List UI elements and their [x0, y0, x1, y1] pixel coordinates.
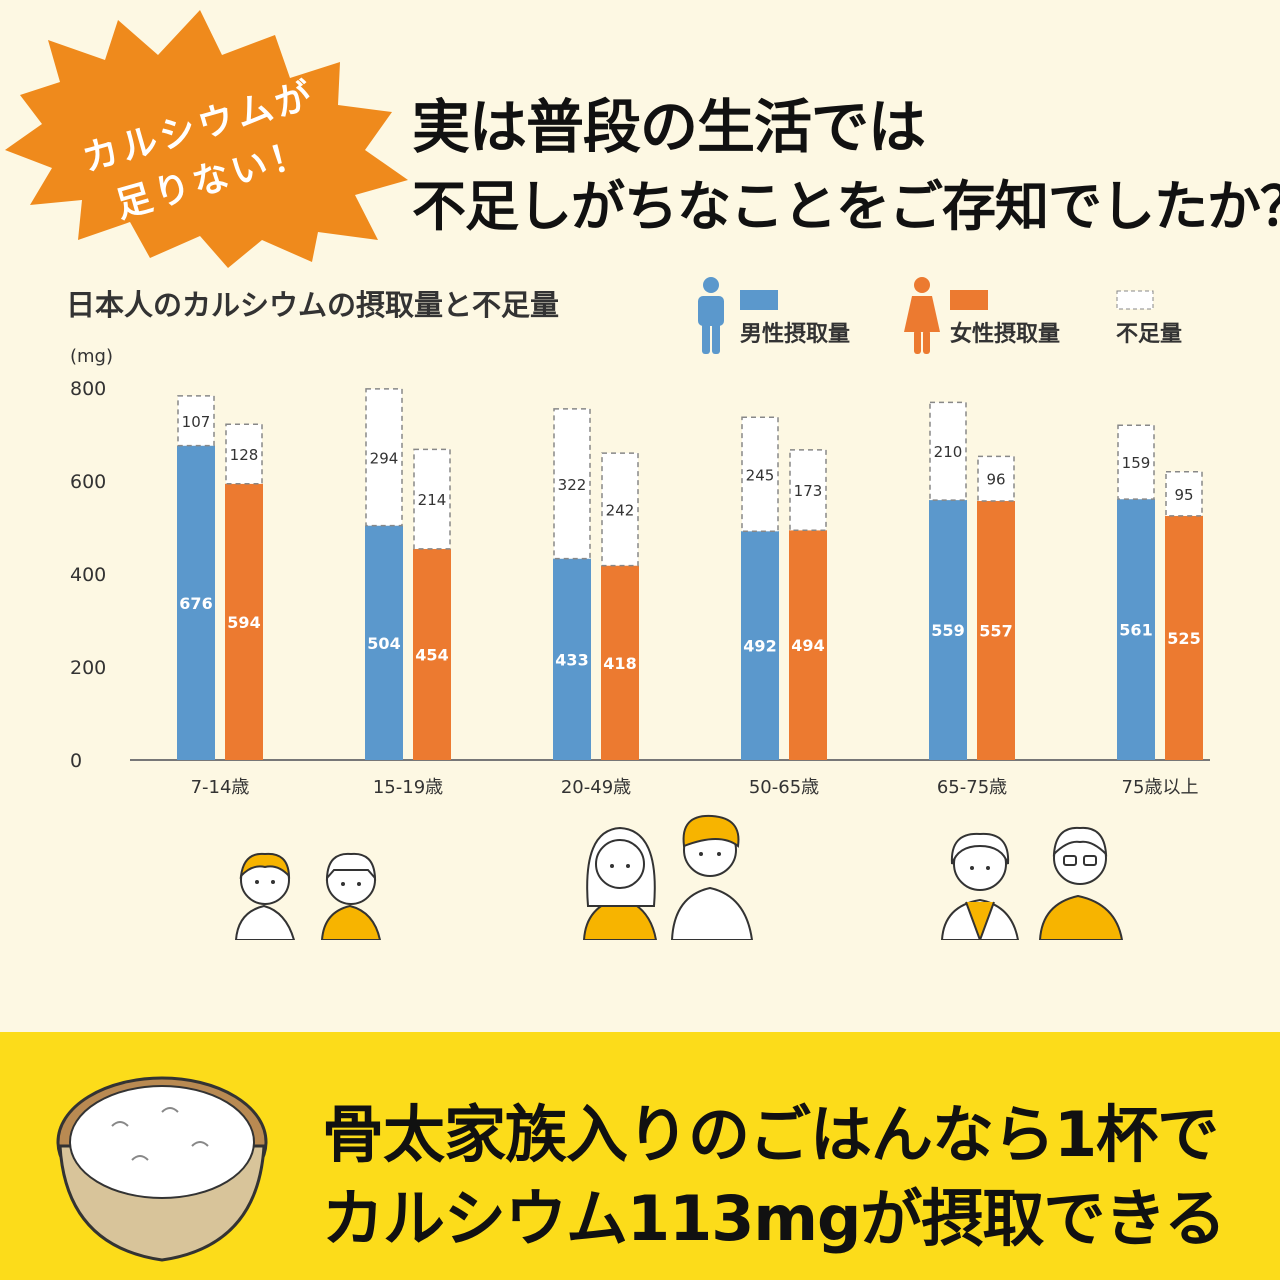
female-intake-label: 557	[979, 621, 1012, 640]
female-intake-label: 454	[415, 645, 448, 664]
female-shortfall-bar	[413, 448, 451, 550]
male-shortfall-label: 159	[1122, 454, 1151, 472]
male-shortfall-bar	[553, 408, 591, 560]
male-intake-bar	[177, 445, 215, 760]
female-intake-label: 418	[603, 654, 636, 673]
female-shortfall-label: 96	[986, 471, 1005, 489]
male-intake-label: 492	[743, 637, 776, 656]
headline-line2: 不足しがちなことをご存知でしたか？	[412, 175, 1280, 238]
x-category-label: 20-49歳	[561, 777, 631, 798]
female-shortfall-label: 128	[230, 446, 259, 464]
legend-female-label: 女性摂取量	[950, 322, 1061, 347]
male-shortfall-bar	[365, 388, 403, 527]
male-shortfall-bar	[1117, 424, 1155, 500]
female-intake-bar	[1165, 515, 1203, 760]
seniors-illustration	[940, 826, 1124, 940]
female-intake-bar	[601, 565, 639, 760]
male-intake-bar	[365, 525, 403, 760]
female-intake-label: 525	[1167, 629, 1200, 648]
male-intake-label: 504	[367, 634, 400, 653]
x-category-label: 15-19歳	[373, 777, 443, 798]
male-intake-label: 433	[555, 650, 588, 669]
chart-title: 日本人のカルシウムの摂取量と不足量	[66, 288, 560, 322]
y-tick-label: 400	[70, 564, 106, 586]
adults-illustration	[582, 814, 754, 940]
y-tick-label: 200	[70, 657, 106, 679]
bottom-line1: 骨太家族入りのごはんなら1杯で	[322, 1098, 1219, 1171]
starburst-badge	[5, 10, 408, 268]
female-shortfall-bar	[1165, 470, 1203, 517]
female-shortfall-bar	[977, 455, 1015, 502]
male-person-icon	[698, 277, 724, 354]
female-intake-bar	[413, 548, 451, 760]
male-intake-bar	[741, 531, 779, 760]
male-shortfall-bar	[177, 395, 215, 447]
y-tick-label: 800	[70, 378, 106, 400]
male-legend-swatch	[740, 290, 778, 310]
male-shortfall-bar	[741, 416, 779, 532]
male-shortfall-label: 294	[370, 449, 399, 467]
female-person-icon	[904, 277, 940, 354]
female-shortfall-label: 95	[1174, 486, 1193, 504]
male-intake-label: 561	[1119, 621, 1152, 640]
male-intake-bar	[929, 500, 967, 760]
x-category-label: 65-75歳	[937, 777, 1007, 798]
x-category-label: 7-14歳	[191, 777, 250, 798]
y-tick-label: 0	[70, 750, 82, 772]
female-shortfall-label: 173	[794, 482, 823, 500]
female-intake-bar	[977, 500, 1015, 760]
female-shortfall-label: 242	[606, 501, 635, 519]
shortfall-legend-swatch	[1116, 290, 1154, 310]
female-intake-label: 594	[227, 613, 260, 632]
male-intake-bar	[1117, 499, 1155, 760]
x-category-label: 75歳以上	[1122, 777, 1199, 798]
y-axis-unit: (mg)	[70, 346, 113, 367]
female-shortfall-bar	[789, 449, 827, 532]
male-shortfall-label: 245	[746, 466, 775, 484]
headline-line1: 実は普段の生活では	[412, 93, 926, 161]
female-legend-swatch	[950, 290, 988, 310]
x-category-label: 50-65歳	[749, 777, 819, 798]
bar-chart: (mg) 0 200 400 600 800 676 107 594 128 7-14歳 504 294…	[70, 346, 1210, 798]
female-intake-bar	[225, 483, 263, 760]
female-shortfall-bar	[601, 452, 639, 567]
male-shortfall-label: 107	[182, 413, 211, 431]
rice-bowl-illustration	[56, 1076, 268, 1262]
legend-male-label: 男性摂取量	[740, 322, 851, 347]
female-intake-bar	[789, 530, 827, 760]
male-intake-label: 676	[179, 594, 212, 613]
male-shortfall-label: 210	[934, 443, 963, 461]
male-shortfall-label: 322	[558, 476, 587, 494]
female-shortfall-label: 214	[418, 491, 447, 509]
y-tick-label: 600	[70, 471, 106, 493]
bottom-line2: カルシウム113mgが摂取できる	[322, 1182, 1226, 1255]
children-illustration	[234, 852, 382, 940]
male-intake-label: 559	[931, 621, 964, 640]
female-intake-label: 494	[791, 636, 824, 655]
legend-shortfall-label: 不足量	[1116, 322, 1183, 347]
female-shortfall-bar	[225, 423, 263, 485]
male-shortfall-bar	[929, 401, 967, 501]
male-intake-bar	[553, 558, 591, 760]
